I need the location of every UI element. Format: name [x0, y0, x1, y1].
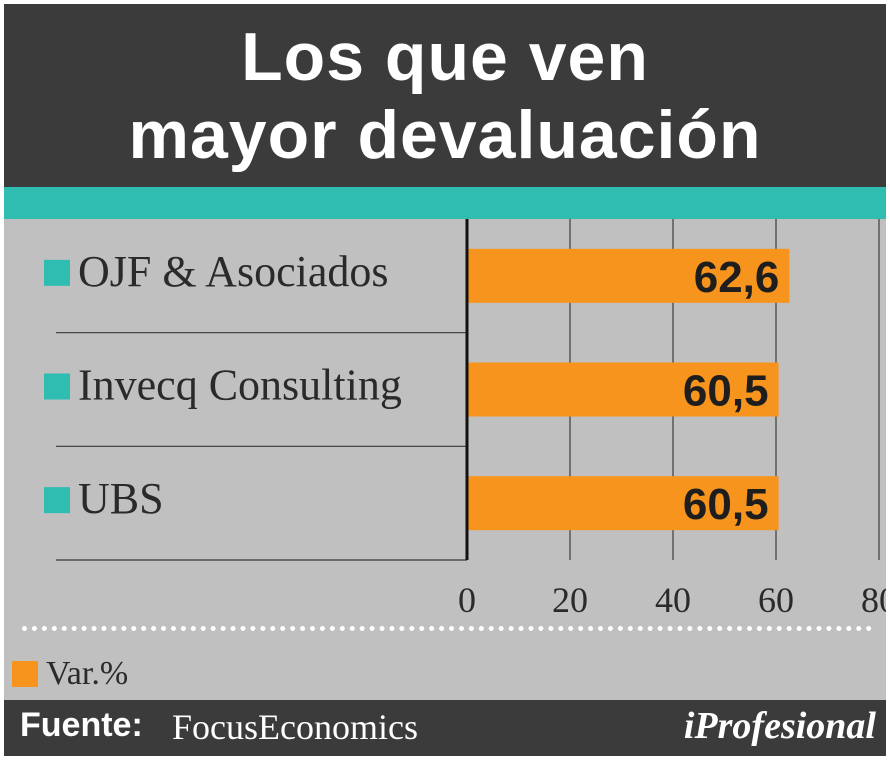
data-label: 60,5 — [683, 367, 769, 416]
bar — [467, 476, 779, 531]
category-marker — [44, 487, 70, 514]
x-tick-label: 40 — [655, 580, 691, 620]
category-marker — [44, 373, 70, 400]
x-tick-label: 0 — [458, 580, 476, 620]
title-line-2: mayor devaluación — [128, 97, 762, 173]
x-tick-labels: 0 20 40 60 80 — [458, 580, 886, 620]
row-separators — [56, 332, 467, 561]
category-label: UBS — [78, 474, 164, 523]
title-line-1: Los que ven — [241, 19, 649, 95]
dotted-divider — [22, 626, 872, 631]
data-label: 62,6 — [694, 253, 780, 302]
bars: 62,6 60,5 60,5 — [467, 248, 790, 531]
legend-label: Var.% — [46, 655, 129, 692]
category-label: Invecq Consulting — [78, 361, 402, 410]
footer-band: Fuente: FocusEconomics iProfesional — [4, 700, 886, 756]
x-tick-label: 20 — [552, 580, 588, 620]
category-marker — [44, 259, 70, 286]
data-label: 60,5 — [683, 480, 769, 529]
bar-chart: 62,6 60,5 60,5 OJF & Asociados Invecq Consu… — [44, 219, 886, 620]
x-tick-label: 60 — [758, 580, 794, 620]
x-tick-label: 80 — [861, 580, 886, 620]
legend-swatch — [12, 661, 38, 687]
source-label: Fuente: — [20, 706, 143, 744]
category-label: OJF & Asociados — [78, 247, 388, 296]
legend: Var.% — [12, 655, 129, 692]
bar — [467, 362, 779, 417]
accent-band — [4, 187, 886, 219]
source-value: FocusEconomics — [172, 707, 418, 747]
category-labels: OJF & Asociados Invecq Consulting UBS — [44, 247, 402, 523]
header-band: Los que ven mayor devaluación — [4, 4, 886, 187]
infographic-frame: Los que ven mayor devaluación 62,6 60,5 60… — [4, 4, 886, 756]
brand-logo: iProfesional — [683, 705, 876, 747]
bar — [467, 248, 790, 303]
chart-title: Los que ven mayor devaluación — [4, 18, 886, 174]
